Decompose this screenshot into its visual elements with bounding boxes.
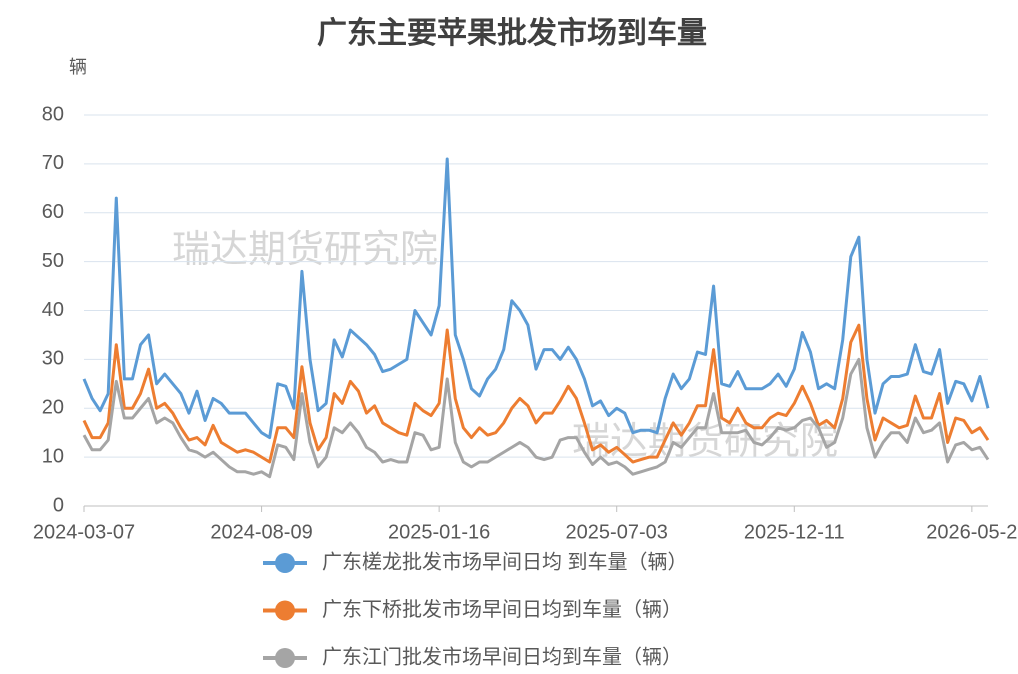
- series-line: [82, 357, 990, 479]
- y-tick-label: 60: [42, 201, 64, 223]
- y-tick-label: 0: [53, 494, 64, 516]
- legend-marker: [275, 648, 295, 668]
- series-line: [82, 323, 990, 464]
- legend-label: 广东江门批发市场早间日均到车量（辆）: [322, 645, 682, 668]
- watermark: 瑞达期货研究院: [172, 229, 438, 271]
- y-tick-label: 20: [42, 397, 64, 419]
- y-tick-label: 70: [42, 152, 64, 174]
- legend-label: 广东下桥批发市场早间日均到车量（辆）: [322, 598, 682, 621]
- y-tick-label: 80: [42, 103, 64, 125]
- y-tick-label: 10: [42, 445, 64, 467]
- y-unit: 辆: [69, 57, 87, 77]
- y-tick-label: 30: [42, 348, 64, 370]
- chart-title: 广东主要苹果批发市场到车量: [317, 16, 707, 50]
- x-tick-label: 2024-03-07: [33, 521, 135, 543]
- x-tick-label: 2025-12-11: [744, 521, 845, 543]
- legend-label: 广东槎龙批发市场早间日均 到车量（辆）: [322, 550, 688, 573]
- x-tick-label: 2025-01-16: [388, 521, 490, 543]
- series-line: [82, 157, 990, 440]
- x-tick-label: 2026-05-2: [926, 521, 1017, 543]
- legend-marker: [275, 553, 295, 573]
- y-tick-label: 50: [42, 250, 64, 272]
- x-tick-label: 2025-07-03: [566, 521, 668, 543]
- y-tick-label: 40: [42, 299, 64, 321]
- legend-marker: [275, 600, 295, 621]
- x-tick-label: 2024-08-09: [210, 521, 312, 543]
